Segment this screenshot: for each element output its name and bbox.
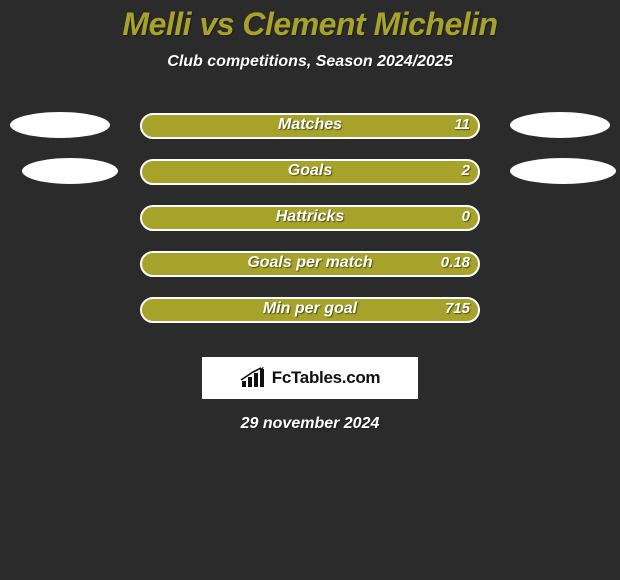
stat-bar bbox=[140, 251, 480, 277]
stat-row: Matches 11 bbox=[0, 113, 620, 159]
comparison-infographic: Melli vs Clement Michelin Club competiti… bbox=[0, 0, 620, 580]
stat-row: Min per goal 715 bbox=[0, 297, 620, 343]
title-vs: vs bbox=[199, 6, 234, 42]
subtitle: Club competitions, Season 2024/2025 bbox=[0, 53, 620, 71]
title-player1: Melli bbox=[122, 6, 191, 42]
title-player2: Clement Michelin bbox=[242, 6, 497, 42]
stat-row: Goals per match 0.18 bbox=[0, 251, 620, 297]
source-logo-text: FcTables.com bbox=[272, 368, 381, 388]
stat-bar bbox=[140, 297, 480, 323]
stat-bar bbox=[140, 113, 480, 139]
stat-bar bbox=[140, 205, 480, 231]
page-title: Melli vs Clement Michelin bbox=[0, 0, 620, 43]
snapshot-date: 29 november 2024 bbox=[0, 415, 620, 433]
source-logo: FcTables.com bbox=[202, 357, 418, 399]
stat-row: Goals 2 bbox=[0, 159, 620, 205]
stats-block: Matches 11 Goals 2 Hattricks 0 Goals per… bbox=[0, 113, 620, 343]
bar-chart-icon bbox=[240, 367, 266, 389]
stat-row: Hattricks 0 bbox=[0, 205, 620, 251]
stat-bar bbox=[140, 159, 480, 185]
